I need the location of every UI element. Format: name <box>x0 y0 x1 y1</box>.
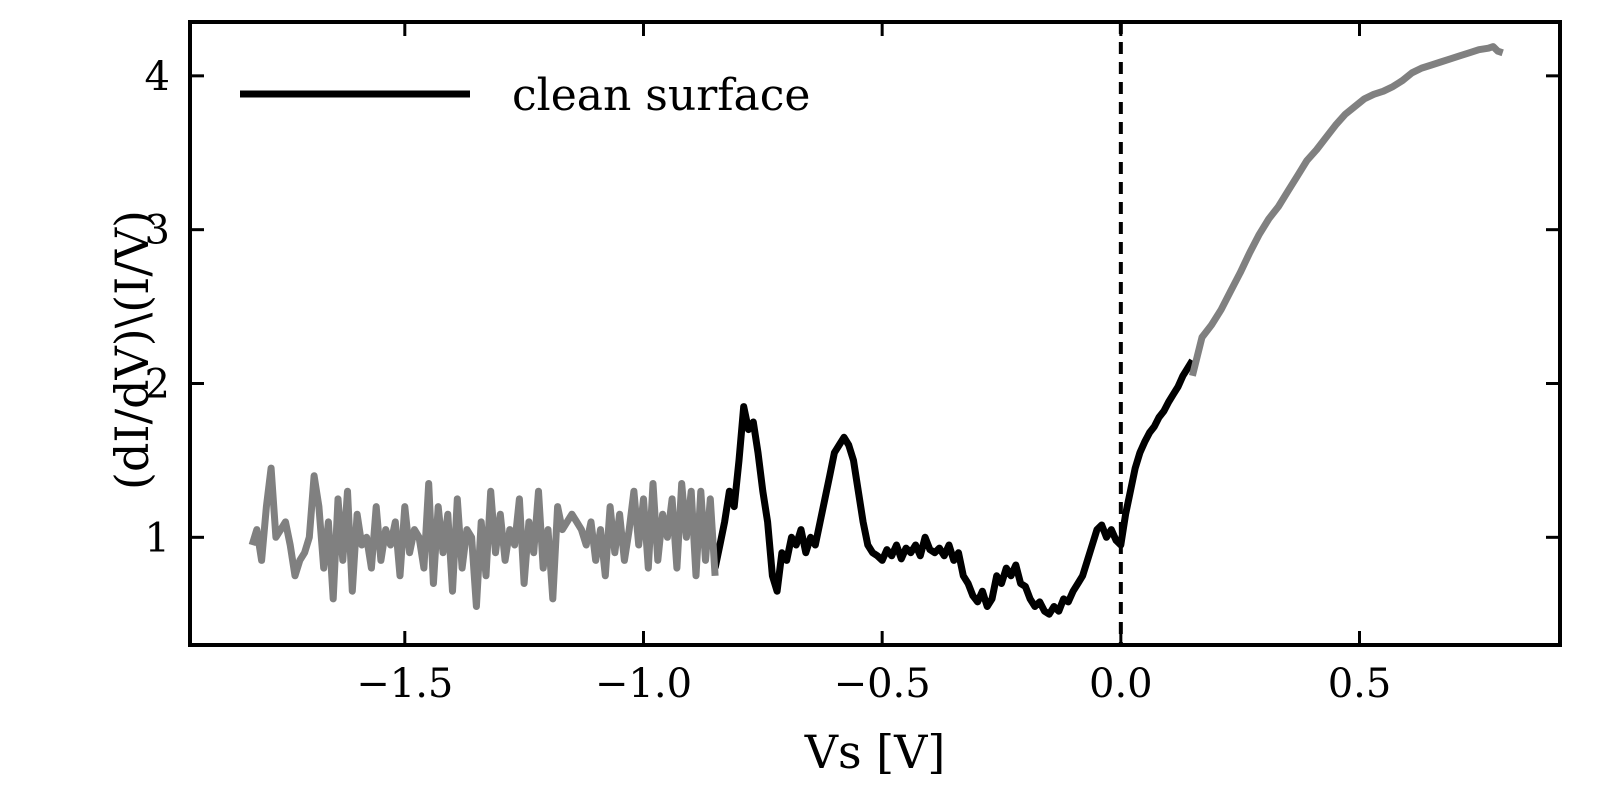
y-tick-label: 2 <box>145 361 170 407</box>
y-tick-label: 3 <box>145 208 170 254</box>
x-tick-label: 0.5 <box>1328 661 1392 707</box>
series-layer <box>248 43 1504 618</box>
plot-frame <box>188 20 1562 647</box>
series-line-1 <box>248 464 719 610</box>
x-axis-label: Vs [V] <box>804 725 946 779</box>
legend: clean surface <box>240 70 810 121</box>
y-tick-label: 4 <box>145 54 170 100</box>
ticks-layer: −1.5 −1.0 −0.5 0.0 0.5 1 2 3 4 <box>145 22 1560 707</box>
y-tick-label: 1 <box>145 515 170 561</box>
x-tick-label: 0.0 <box>1089 661 1153 707</box>
series-line-2 <box>1189 43 1504 377</box>
x-tick-label: −0.5 <box>834 661 931 707</box>
x-tick-label: −1.0 <box>595 661 692 707</box>
series-line-clean-surface <box>711 358 1196 618</box>
y-axis-label: (dI/dV)\(I/V) <box>105 210 159 490</box>
x-tick-label: −1.5 <box>356 661 453 707</box>
legend-label-clean-surface: clean surface <box>512 70 810 121</box>
